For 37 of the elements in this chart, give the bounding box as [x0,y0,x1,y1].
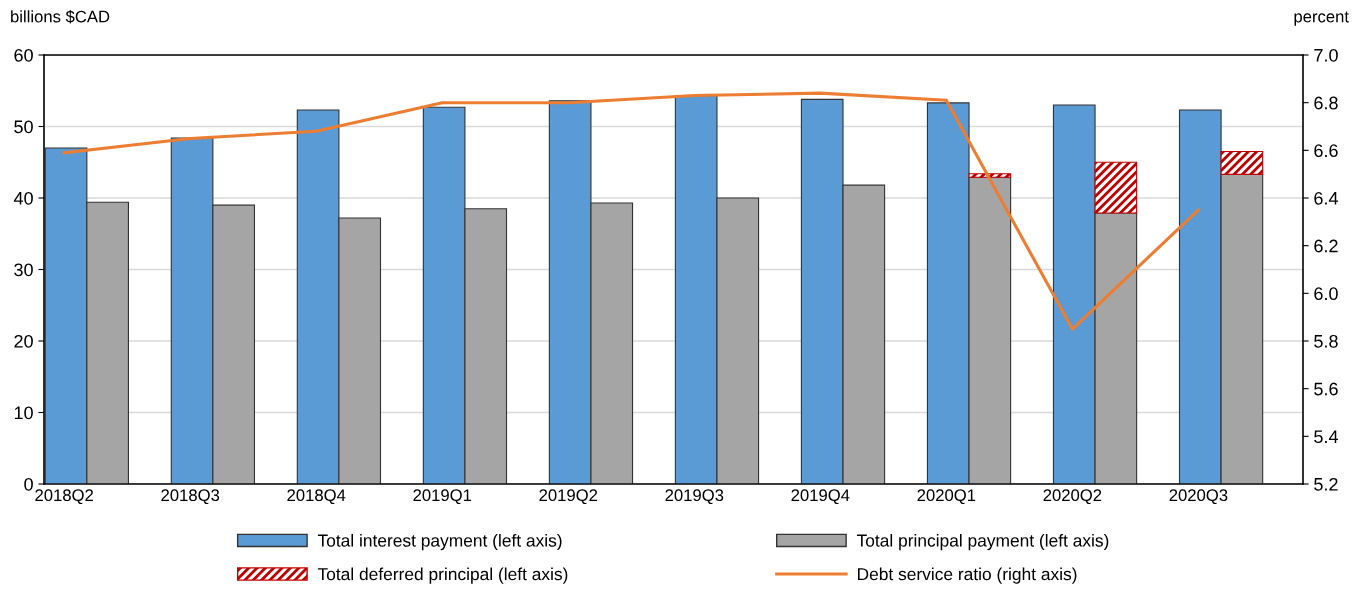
x-tick-label: 2018Q2 [35,489,93,505]
y-tick-label: 30 [14,263,33,277]
y2-tick-label: 6.8 [1314,96,1338,110]
legend-label: Total deferred principal (left axis) [317,567,568,584]
x-tick-label: 2020Q3 [1169,489,1228,505]
y2-tick-label: 6.0 [1314,287,1338,301]
y-tick-label: 0 [24,477,33,491]
y-tick-label: 10 [14,406,33,420]
line-series [62,91,1200,331]
x-tick-label: 2020Q2 [1043,489,1102,505]
y-axis-title: billions $CAD [11,9,110,24]
y2-tick-label: 5.8 [1314,334,1338,348]
y2-tick-label: 7.0 [1314,48,1338,62]
x-tick-label: 2019Q4 [791,489,850,505]
x-tick-label: 2019Q1 [413,489,472,505]
y2-axis-title: percent [1294,11,1349,26]
legend-label: Total interest payment (left axis) [317,533,562,551]
x-tick-label: 2020Q1 [917,489,976,505]
y2-tick-label: 5.6 [1314,382,1338,396]
y2-tick-label: 5.4 [1314,430,1338,444]
bar [1094,161,1138,214]
y-tick-label: 60 [14,48,33,62]
y-tick-label: 20 [14,334,33,348]
legend-label: Total principal payment (left axis) [856,533,1109,551]
x-tick-label: 2019Q3 [665,489,724,505]
y2-tick-label: 6.6 [1314,144,1338,158]
y2-tick-label: 5.2 [1314,477,1338,491]
legend-label: Debt service ratio (right axis) [857,567,1077,584]
x-tick-label: 2019Q2 [539,489,598,505]
y2-tick-label: 6.2 [1314,239,1338,253]
bar [1220,150,1264,175]
x-tick-label: 2018Q3 [161,489,220,505]
x-tick-label: 2018Q4 [287,489,346,505]
y-tick-label: 40 [13,191,33,205]
y-tick-label: 50 [14,120,33,134]
bar [968,173,1012,178]
y2-tick-label: 6.4 [1314,191,1338,205]
